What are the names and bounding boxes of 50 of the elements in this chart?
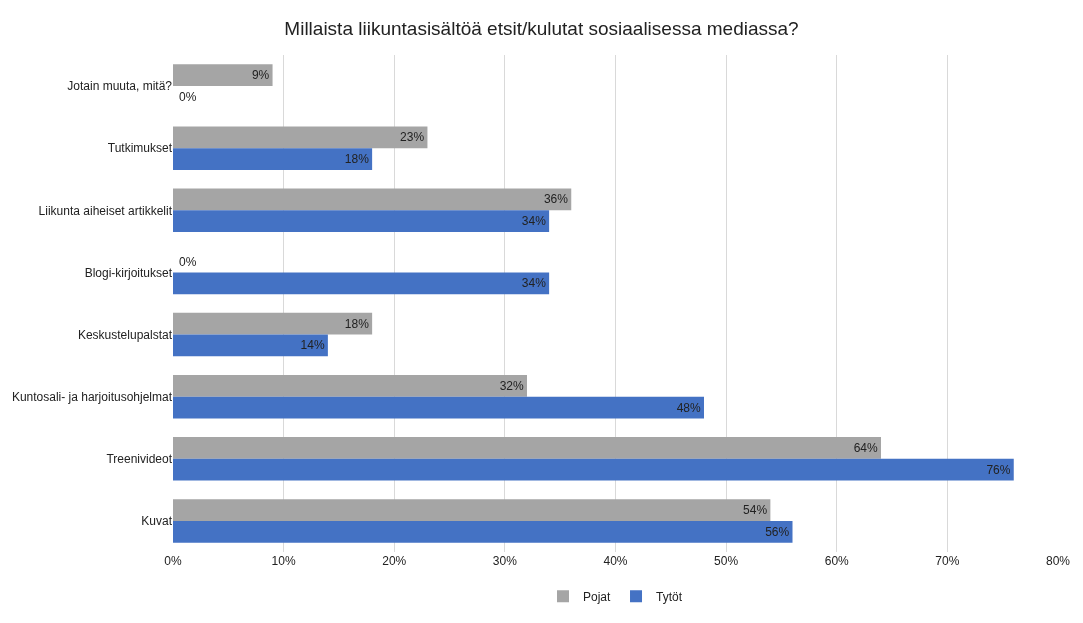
y-tick-label: Liikunta aiheiset artikkelit (38, 203, 173, 218)
bar (173, 374, 527, 397)
bar (173, 499, 771, 521)
x-tick-label: 70% (935, 554, 960, 568)
data-label: 76% (986, 462, 1011, 477)
y-tick-label: Keskustelupalstat (77, 327, 173, 342)
data-label: 18% (344, 152, 370, 167)
x-tick-label: 10% (271, 554, 296, 568)
y-tick-label: Kuntosali- ja harjoitusohjelmat (11, 389, 173, 404)
legend-label: Tytöt (656, 590, 683, 604)
bar (173, 334, 328, 357)
data-label: 34% (521, 276, 547, 291)
x-tick-label: 40% (603, 554, 628, 568)
y-tick-label: Jotain muuta, mitä? (67, 79, 173, 94)
y-tick-label: Tutkimukset (107, 141, 173, 156)
bar (173, 126, 428, 149)
y-tick-label: Blogi-kirjoitukset (84, 265, 173, 280)
bar (173, 148, 373, 170)
data-label: 0% (179, 90, 197, 104)
data-label: 34% (521, 214, 547, 229)
data-label: 48% (676, 400, 701, 415)
bar (173, 188, 572, 211)
data-label: 0% (179, 255, 197, 269)
data-label: 23% (400, 130, 425, 145)
x-tick-label: 0% (164, 554, 182, 568)
x-tick-label: 60% (824, 554, 850, 568)
bar (173, 520, 793, 543)
bar (173, 458, 1014, 481)
bar (173, 396, 704, 419)
data-label: 14% (300, 338, 325, 353)
bar (173, 210, 550, 233)
data-label: 56% (765, 524, 790, 539)
bar (173, 272, 550, 295)
chart-title: Millaista liikuntasisältöä etsit/kulutat sosiaalisessa mediassa? (284, 18, 799, 40)
legend-label: Pojat (583, 590, 612, 604)
data-label: 64% (853, 440, 878, 455)
data-label: 36% (543, 192, 569, 207)
bar (173, 437, 881, 459)
y-tick-label: Treenivideot (106, 452, 173, 467)
bar (173, 312, 373, 335)
data-label: 54% (743, 503, 768, 518)
data-label: 18% (344, 316, 370, 331)
y-tick-label: Kuvat (141, 514, 173, 529)
data-label: 9% (251, 68, 270, 83)
x-tick-label: 50% (714, 554, 739, 568)
bar (173, 64, 273, 87)
data-label: 32% (499, 378, 524, 393)
x-tick-label: 30% (492, 554, 518, 568)
x-tick-label: 20% (382, 554, 407, 568)
x-tick-label: 80% (1045, 554, 1071, 568)
